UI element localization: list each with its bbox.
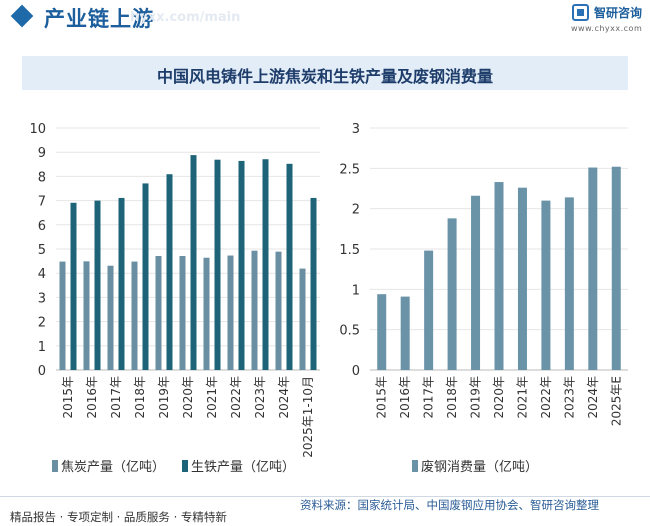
chart1-category-label: 2015年 — [61, 376, 75, 419]
chart1-bar-a — [179, 256, 186, 370]
chart2-category-label: 2017年 — [422, 376, 436, 419]
chart1-category-label: 2023年 — [253, 376, 267, 419]
chart2-bar-a — [471, 195, 481, 370]
chart1-category-label: 2020年 — [181, 376, 195, 419]
chart1-legend-label: 焦炭产量（亿吨） — [61, 460, 165, 475]
chart-title-band: 中国风电铸件上游焦炭和生铁产量及废钢消费量 — [22, 56, 628, 90]
chart1-category-label: 2017年 — [109, 376, 123, 419]
chart1-category-label: 2021年 — [205, 376, 219, 419]
page-header: 产业链上游 hyxx.com/main 智研咨询 www.chyxx.com — [0, 0, 650, 34]
chart1-bar-b — [310, 197, 317, 370]
header-watermark: hyxx.com/main — [130, 10, 241, 25]
chart1-bar-b — [118, 197, 125, 370]
chart1-ytick-label: 2 — [38, 316, 46, 331]
chart1-category-label: 2022年 — [229, 376, 243, 419]
chart1-bar-a — [275, 251, 282, 370]
chart1-ytick-label: 7 — [38, 195, 46, 210]
chart2-ytick-label: 1 — [352, 283, 360, 298]
chart1-ytick-label: 5 — [38, 243, 46, 258]
chart1-bar-b — [190, 155, 197, 370]
chart2-legend-label: 废钢消费量（亿吨） — [421, 459, 538, 475]
chart1-bar-b — [94, 200, 101, 370]
chart2-category-label: 2024年 — [586, 376, 600, 419]
chart1-legend-label: 生铁产量（亿吨） — [191, 460, 295, 475]
chart2-category-label: 2019年 — [469, 376, 483, 419]
chart2-bar-a — [424, 250, 434, 370]
chart1-bar-a — [227, 255, 234, 370]
chart2-ytick-label: 2 — [352, 203, 360, 218]
chart1-category-label: 2025年1-10月 — [301, 376, 315, 458]
chart1-bar-a — [59, 261, 66, 370]
footer-slogan: 精品报告 · 专项定制 · 品质服务 · 专精特新 — [10, 510, 227, 524]
chart1-bar-a — [155, 256, 162, 370]
chart2-legend-swatch — [412, 460, 418, 472]
chart1-bar-a — [299, 268, 306, 370]
chart1-bar-a — [131, 261, 138, 370]
brand-name: 智研咨询 — [594, 6, 643, 20]
chart2-bar-a — [588, 167, 598, 370]
chart1-category-label: 2018年 — [133, 376, 147, 419]
chart1-bar-b — [262, 159, 269, 370]
chart2-bar-a — [377, 294, 387, 370]
chart1-ytick-label: 1 — [38, 340, 46, 355]
chart1-ytick-label: 8 — [38, 170, 46, 185]
chart2-ytick-label: 3 — [352, 122, 360, 137]
chart2-category-label: 2021年 — [515, 376, 529, 419]
chart2-category-label: 2020年 — [492, 376, 506, 419]
chart1-ytick-label: 3 — [38, 291, 46, 306]
footer-divider — [0, 496, 650, 497]
chart1-bar-a — [203, 257, 210, 370]
chart1-ytick-label: 4 — [38, 267, 46, 282]
chart2-bar-a — [494, 182, 504, 370]
chart2-category-label: 2023年 — [562, 376, 576, 419]
chart1-bar-b — [286, 163, 293, 370]
chart2-ytick-label: 0.5 — [339, 324, 360, 339]
chart1-ytick-label: 6 — [38, 219, 46, 234]
chart2-bar-a — [541, 200, 551, 370]
chart1-bar-a — [83, 261, 90, 370]
chart1-bar-b — [70, 202, 77, 370]
chart2-bar-a — [447, 218, 457, 370]
chart2-bar-a — [400, 296, 410, 370]
chart2-ytick-label: 1.5 — [339, 243, 360, 258]
chart2-bar-a — [611, 166, 621, 370]
chart1-legend-swatch — [182, 460, 188, 472]
chart2-category-label: 2025年E — [609, 376, 623, 426]
chart1-bar-a — [251, 250, 258, 370]
chart1-category-label: 2019年 — [157, 376, 171, 419]
chart1-bar-b — [214, 159, 221, 370]
chart1-category-label: 2016年 — [85, 376, 99, 419]
chart1-ytick-label: 9 — [38, 146, 46, 161]
brand-url: www.chyxx.com — [571, 24, 643, 33]
chart2-bar-a — [517, 187, 527, 370]
chart1-category-label: 2024年 — [277, 376, 291, 419]
brand-logo-icon — [572, 4, 589, 21]
chart2-category-label: 2022年 — [539, 376, 553, 419]
chart1-bar-b — [142, 183, 149, 370]
chart1-ytick-label: 0 — [38, 364, 46, 379]
chart-title: 中国风电铸件上游焦炭和生铁产量及废钢消费量 — [156, 67, 493, 86]
chart2-category-label: 2015年 — [375, 376, 389, 419]
section-title: 产业链上游 — [44, 7, 154, 31]
chart1-legend-swatch — [52, 460, 58, 472]
chart1-bar-b — [166, 174, 173, 370]
chart1-bar-a — [107, 265, 114, 370]
chart1-bar-b — [238, 160, 245, 370]
chart2-ytick-label: 2.5 — [339, 162, 360, 177]
chart1-ytick-label: 10 — [29, 122, 46, 137]
chart2-ytick-label: 0 — [352, 364, 360, 379]
chart2-category-label: 2018年 — [445, 376, 459, 419]
footer-source: 资料来源：国家统计局、中国废钢应用协会、智研咨询整理 — [300, 498, 599, 512]
chart2-bar-a — [564, 197, 574, 370]
chart2-category-label: 2016年 — [398, 376, 412, 419]
